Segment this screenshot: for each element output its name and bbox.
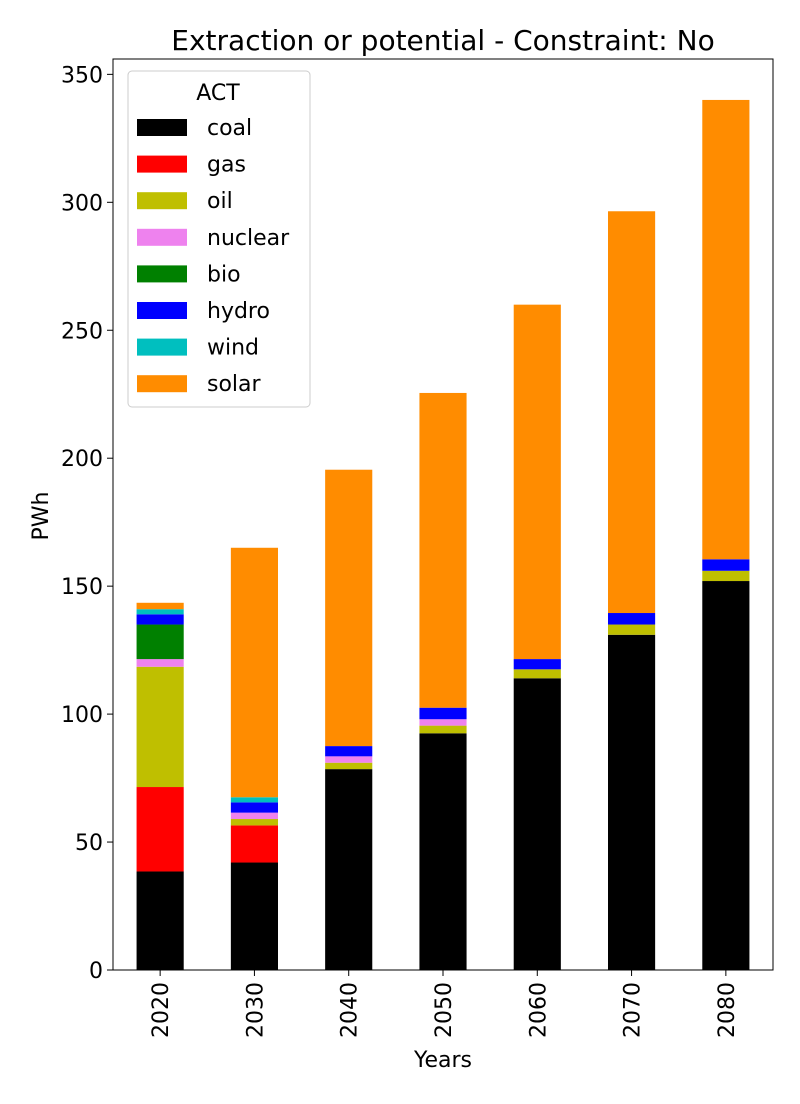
bar-segment-hydro-2020 [136, 614, 184, 625]
x-axis-label: Years [413, 1048, 472, 1073]
x-tick-label-2020: 2020 [149, 982, 174, 1038]
bar-segment-coal-2080 [702, 581, 750, 970]
legend: ACT coal gas oil nuclear bio hydro wind solar [127, 70, 311, 408]
legend-label-wind: wind [207, 336, 259, 361]
y-tick-label-250: 250 [61, 319, 103, 344]
y-tick-label-150: 150 [61, 575, 103, 600]
y-tick-label-50: 50 [75, 831, 103, 856]
bar-segment-solar-2020 [136, 602, 184, 610]
legend-swatch-bio [137, 265, 187, 283]
legend-label-coal: coal [207, 116, 252, 141]
x-tick-label-2080: 2080 [715, 982, 740, 1038]
legend-label-hydro: hydro [207, 299, 270, 324]
bar-segment-coal-2020 [136, 871, 184, 970]
bar-segment-oil-2070 [608, 624, 656, 635]
bar-segment-hydro-2070 [608, 613, 656, 625]
bar-segment-hydro-2050 [419, 707, 467, 720]
legend-swatch-nuclear [137, 228, 187, 246]
y-tick-label-100: 100 [61, 703, 103, 728]
legend-label-nuclear: nuclear [207, 226, 290, 251]
bar-segment-solar-2080 [702, 99, 750, 560]
bar-segment-coal-2050 [419, 733, 467, 970]
legend-swatch-solar [137, 375, 187, 393]
bar-segment-hydro-2030 [230, 802, 278, 813]
legend-label-oil: oil [207, 189, 233, 214]
bar-segment-gas-2030 [230, 825, 278, 863]
bars-layer [136, 99, 750, 970]
x-tick-label-2070: 2070 [621, 982, 646, 1038]
bar-segment-oil-2040 [325, 762, 373, 770]
y-tick-label-350: 350 [61, 63, 103, 88]
bar-segment-solar-2030 [230, 547, 278, 798]
x-axis: 2020 2030 2040 2050 2060 2070 2080 [149, 970, 740, 1038]
legend-label-bio: bio [207, 262, 241, 287]
bar-segment-nuclear-2020 [136, 659, 184, 667]
bar-segment-oil-2050 [419, 725, 467, 734]
bar-segment-hydro-2040 [325, 746, 373, 757]
bar-segment-oil-2080 [702, 570, 750, 582]
bar-segment-nuclear-2040 [325, 756, 373, 763]
y-tick-label-300: 300 [61, 191, 103, 216]
bar-segment-hydro-2060 [513, 659, 561, 670]
bar-segment-coal-2060 [513, 678, 561, 970]
legend-swatch-oil [137, 192, 187, 210]
legend-swatch-wind [137, 338, 187, 356]
x-tick-label-2060: 2060 [526, 982, 551, 1038]
bar-segment-wind-2030 [230, 797, 278, 803]
legend-label-solar: solar [207, 372, 262, 397]
y-axis: 0 50 100 150 200 250 300 350 [61, 63, 113, 984]
bar-segment-coal-2070 [608, 634, 656, 970]
bar-segment-coal-2030 [230, 862, 278, 970]
bar-segment-solar-2070 [608, 211, 656, 614]
bar-segment-solar-2040 [325, 469, 373, 747]
chart-title: Extraction or potential - Constraint: No [171, 24, 714, 57]
legend-frame [127, 70, 311, 408]
bar-segment-wind-2020 [136, 609, 184, 615]
bar-segment-oil-2030 [230, 819, 278, 826]
y-tick-label-0: 0 [89, 959, 103, 984]
bar-segment-gas-2020 [136, 787, 184, 872]
bar-segment-solar-2050 [419, 392, 467, 708]
legend-swatch-coal [137, 119, 187, 136]
x-tick-label-2030: 2030 [243, 982, 268, 1038]
y-tick-label-200: 200 [61, 447, 103, 472]
bar-segment-solar-2060 [513, 304, 561, 660]
bar-segment-bio-2020 [136, 624, 184, 660]
bar-segment-coal-2040 [325, 769, 373, 970]
x-tick-label-2050: 2050 [432, 982, 457, 1038]
bar-segment-oil-2060 [513, 669, 561, 679]
legend-swatch-gas [137, 155, 187, 173]
bar-segment-nuclear-2030 [230, 812, 278, 820]
x-tick-label-2040: 2040 [338, 982, 363, 1038]
y-axis-label: PWh [29, 492, 54, 541]
legend-swatch-hydro [137, 302, 187, 319]
bar-segment-oil-2020 [136, 666, 184, 788]
legend-label-gas: gas [207, 153, 246, 178]
bar-segment-hydro-2080 [702, 559, 750, 571]
legend-title: ACT [196, 81, 240, 106]
bar-segment-nuclear-2050 [419, 719, 467, 726]
